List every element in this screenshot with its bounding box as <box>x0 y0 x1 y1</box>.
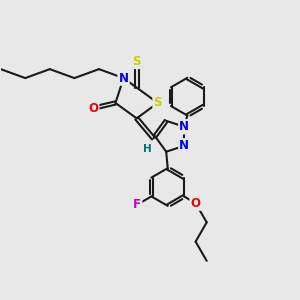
Text: S: S <box>154 97 162 110</box>
Text: S: S <box>132 55 141 68</box>
Text: N: N <box>179 120 189 133</box>
Text: F: F <box>133 198 141 211</box>
Text: O: O <box>190 196 201 210</box>
Text: N: N <box>179 139 189 152</box>
Text: N: N <box>118 72 128 85</box>
Text: O: O <box>88 102 98 115</box>
Text: H: H <box>143 144 152 154</box>
